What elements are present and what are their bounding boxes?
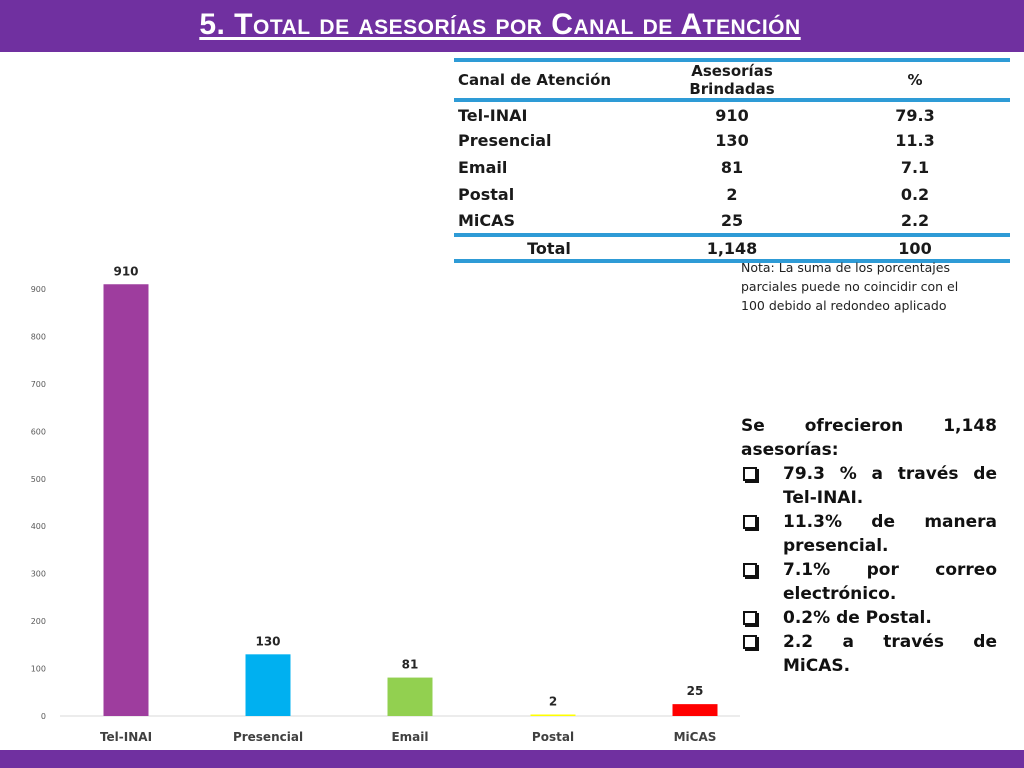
y-tick-label: 0 <box>41 712 46 721</box>
table-cell: 7.1 <box>900 158 930 177</box>
list-item-text: 2.2 a través de MiCAS. <box>783 632 997 676</box>
data-label: 910 <box>113 264 138 278</box>
table-cell: 2.2 <box>900 211 930 230</box>
bar <box>387 677 433 716</box>
table-total-row: Total 1,148 100 <box>454 235 1010 261</box>
y-tick-label: 900 <box>31 285 46 294</box>
summary-text: Se ofrecieron 1,148 asesorías: 79.3 % a … <box>741 414 997 678</box>
list-item: 79.3 % a través de Tel-INAI. <box>741 462 997 510</box>
y-tick-label: 500 <box>31 475 46 484</box>
category-label: Presencial <box>233 730 303 744</box>
table-cell: Postal <box>458 185 515 204</box>
table-cell: 0.2 <box>900 185 930 204</box>
table-row: Tel-INAI 910 79.3 <box>454 100 1010 127</box>
table-cell: 25 <box>720 211 744 230</box>
category-label: Email <box>391 730 428 744</box>
bar-chart: 0 100 200 300 400 500 600 700 800 900 910 Tel-INAI 1… <box>31 264 740 744</box>
bar <box>103 284 149 716</box>
summary-lead: Se ofrecieron 1,148 asesorías: <box>741 416 997 460</box>
summary-list: 79.3 % a través de Tel-INAI. 11.3% de ma… <box>741 462 997 678</box>
bar <box>672 704 718 716</box>
table-cell: Tel-INAI <box>458 106 528 125</box>
y-tick-label: 600 <box>31 427 46 436</box>
data-label: 81 <box>402 658 419 672</box>
table-cell: Presencial <box>458 131 552 150</box>
table-header-row: Canal de Atención Asesorías Brindadas % <box>454 60 1010 100</box>
table-cell: 11.3 <box>895 131 935 150</box>
table-total-percent: 100 <box>898 238 932 258</box>
data-label: 25 <box>687 684 704 698</box>
bar <box>245 654 291 716</box>
list-item: 0.2% de Postal. <box>741 606 997 630</box>
table-row: Email 81 7.1 <box>454 154 1010 181</box>
y-tick-label: 100 <box>31 665 46 674</box>
table-cell: Email <box>458 158 508 177</box>
table-row: Postal 2 0.2 <box>454 181 1010 208</box>
table-row: Presencial 130 11.3 <box>454 127 1010 154</box>
category-label: MiCAS <box>674 730 717 744</box>
category-label: Postal <box>532 730 574 744</box>
list-item-text: 11.3% de manera presencial. <box>783 512 997 556</box>
title-bar <box>0 0 1024 52</box>
checkbox-bullet-icon <box>743 467 757 481</box>
y-tick-label: 300 <box>31 570 46 579</box>
rounding-note: Nota: La suma de los porcentajes parcial… <box>741 260 959 313</box>
table-header: Asesorías Brindadas <box>689 62 775 98</box>
table-header: % <box>907 71 923 89</box>
page-title: 5. Total de asesorías por Canal de Atenc… <box>199 8 801 41</box>
list-item: 2.2 a través de MiCAS. <box>741 630 997 678</box>
table-total-label: Total <box>527 238 571 258</box>
channel-table: Canal de Atención Asesorías Brindadas % … <box>454 58 1010 263</box>
table-header: Canal de Atención <box>458 71 612 89</box>
table-cell: 81 <box>720 158 744 177</box>
y-tick-label: 800 <box>31 332 46 341</box>
checkbox-bullet-icon <box>743 611 757 625</box>
list-item-text: 7.1% por correo electrónico. <box>783 560 997 604</box>
data-label: 2 <box>549 695 557 709</box>
checkbox-bullet-icon <box>743 515 757 529</box>
y-tick-label: 200 <box>31 617 46 626</box>
list-item-text: 79.3 % a través de Tel-INAI. <box>783 464 997 508</box>
data-label: 130 <box>255 634 280 648</box>
table-total-value: 1,148 <box>706 238 758 258</box>
list-item: 7.1% por correo electrónico. <box>741 558 997 606</box>
bar <box>530 714 576 716</box>
table-cell: 130 <box>715 131 749 150</box>
table-cell: 2 <box>726 185 738 204</box>
y-tick-label: 400 <box>31 522 46 531</box>
table-cell: MiCAS <box>458 211 516 230</box>
y-tick-label: 700 <box>31 380 46 389</box>
table-row: MiCAS 25 2.2 <box>454 208 1010 235</box>
checkbox-bullet-icon <box>743 563 757 577</box>
table-cell: 910 <box>715 106 749 125</box>
table-cell: 79.3 <box>895 106 935 125</box>
list-item: 11.3% de manera presencial. <box>741 510 997 558</box>
footer-bar <box>0 750 1024 768</box>
list-item-text: 0.2% de Postal. <box>783 608 932 628</box>
checkbox-bullet-icon <box>743 635 757 649</box>
category-label: Tel-INAI <box>100 730 152 744</box>
